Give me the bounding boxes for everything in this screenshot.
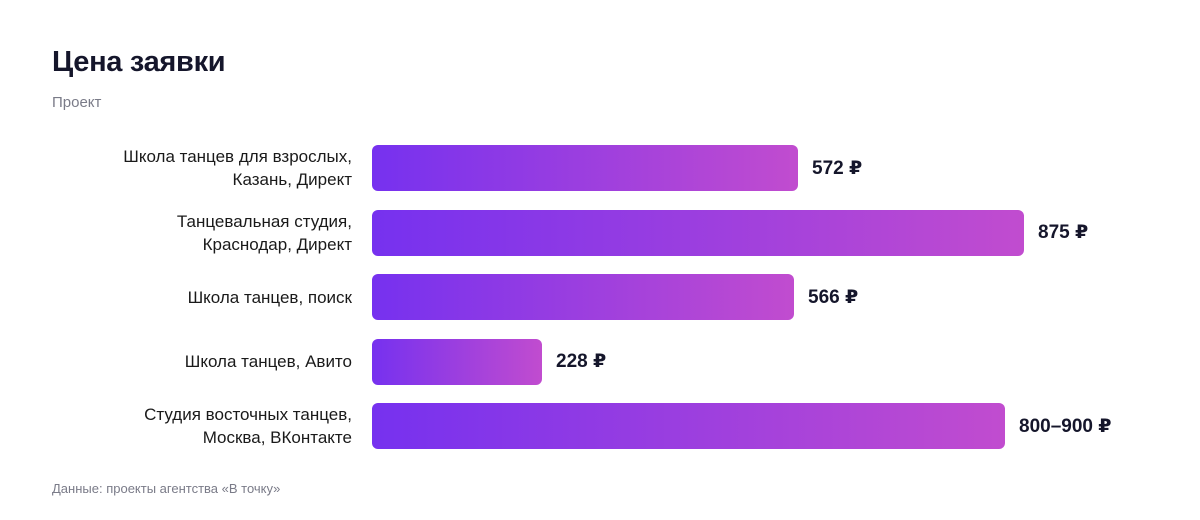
- bar-row: Танцевальная студия, Краснодар, Директ 87…: [0, 209, 1200, 256]
- bar-row: Школа танцев для взрослых, Казань, Дирек…: [0, 145, 1200, 191]
- chart-title: Цена заявки: [52, 46, 226, 78]
- category-label: Школа танцев для взрослых, Казань, Дирек…: [123, 147, 352, 189]
- category-label: Школа танцев, Авито: [184, 352, 352, 371]
- bar: [372, 274, 794, 320]
- bar: [372, 403, 1005, 449]
- bar: [372, 145, 798, 191]
- bar: [372, 338, 542, 385]
- bar-row: Школа танцев, Авито 228 ₽: [0, 338, 1200, 385]
- bar: [372, 209, 1024, 256]
- bar-row: Студия восточных танцев, Москва, ВКонтак…: [0, 403, 1200, 449]
- value-label: 228 ₽: [556, 351, 607, 372]
- value-label: 572 ₽: [812, 157, 863, 179]
- value-label: 566 ₽: [808, 286, 859, 308]
- category-label: Студия восточных танцев, Москва, ВКонтак…: [144, 405, 352, 447]
- bar-row: Школа танцев, поиск 566 ₽: [0, 274, 1200, 320]
- category-label: Школа танцев, поиск: [187, 287, 352, 307]
- value-label: 875 ₽: [1038, 222, 1089, 243]
- value-label: 800–900 ₽: [1019, 415, 1112, 437]
- data-source-note: Данные: проекты агентства «В точку»: [52, 481, 281, 496]
- category-label: Танцевальная студия, Краснодар, Директ: [176, 211, 352, 254]
- chart-subtitle: Проект: [52, 94, 102, 111]
